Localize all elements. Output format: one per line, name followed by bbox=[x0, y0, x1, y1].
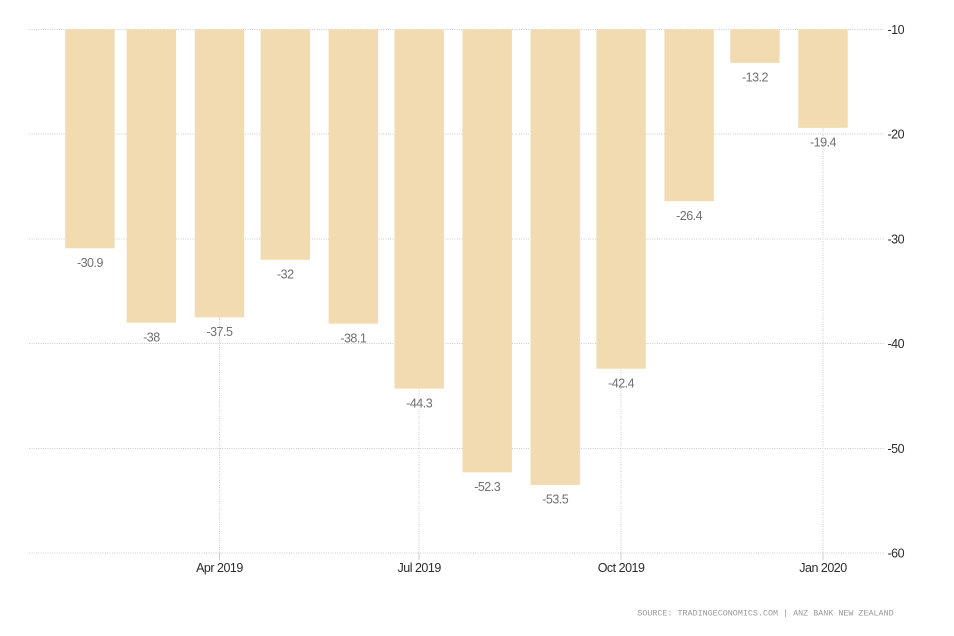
svg-text:Apr 2019: Apr 2019 bbox=[196, 561, 243, 575]
svg-text:SOURCE: TRADINGECONOMICS.COM |: SOURCE: TRADINGECONOMICS.COM | ANZ BANK … bbox=[637, 608, 893, 618]
svg-text:-38.1: -38.1 bbox=[340, 331, 367, 345]
svg-text:-10: -10 bbox=[888, 23, 905, 37]
svg-text:-37.5: -37.5 bbox=[206, 325, 233, 339]
svg-text:-20: -20 bbox=[888, 128, 905, 142]
svg-text:-44.3: -44.3 bbox=[406, 396, 433, 410]
svg-text:-50: -50 bbox=[888, 442, 905, 456]
svg-text:Oct 2019: Oct 2019 bbox=[598, 561, 645, 575]
svg-text:-13.2: -13.2 bbox=[742, 71, 769, 85]
svg-text:-19.4: -19.4 bbox=[810, 136, 837, 150]
svg-text:-60: -60 bbox=[888, 547, 905, 561]
svg-text:-32: -32 bbox=[277, 268, 294, 282]
svg-text:-42.4: -42.4 bbox=[608, 376, 635, 390]
svg-text:-40: -40 bbox=[888, 337, 905, 351]
svg-text:-30.9: -30.9 bbox=[77, 256, 104, 270]
svg-text:-30: -30 bbox=[888, 232, 905, 246]
svg-text:Jul 2019: Jul 2019 bbox=[398, 561, 442, 575]
svg-text:-52.3: -52.3 bbox=[474, 480, 501, 494]
svg-text:-53.5: -53.5 bbox=[542, 493, 569, 507]
svg-text:-38: -38 bbox=[143, 330, 160, 344]
svg-text:-26.4: -26.4 bbox=[676, 209, 703, 223]
svg-text:Jan 2020: Jan 2020 bbox=[799, 561, 847, 575]
